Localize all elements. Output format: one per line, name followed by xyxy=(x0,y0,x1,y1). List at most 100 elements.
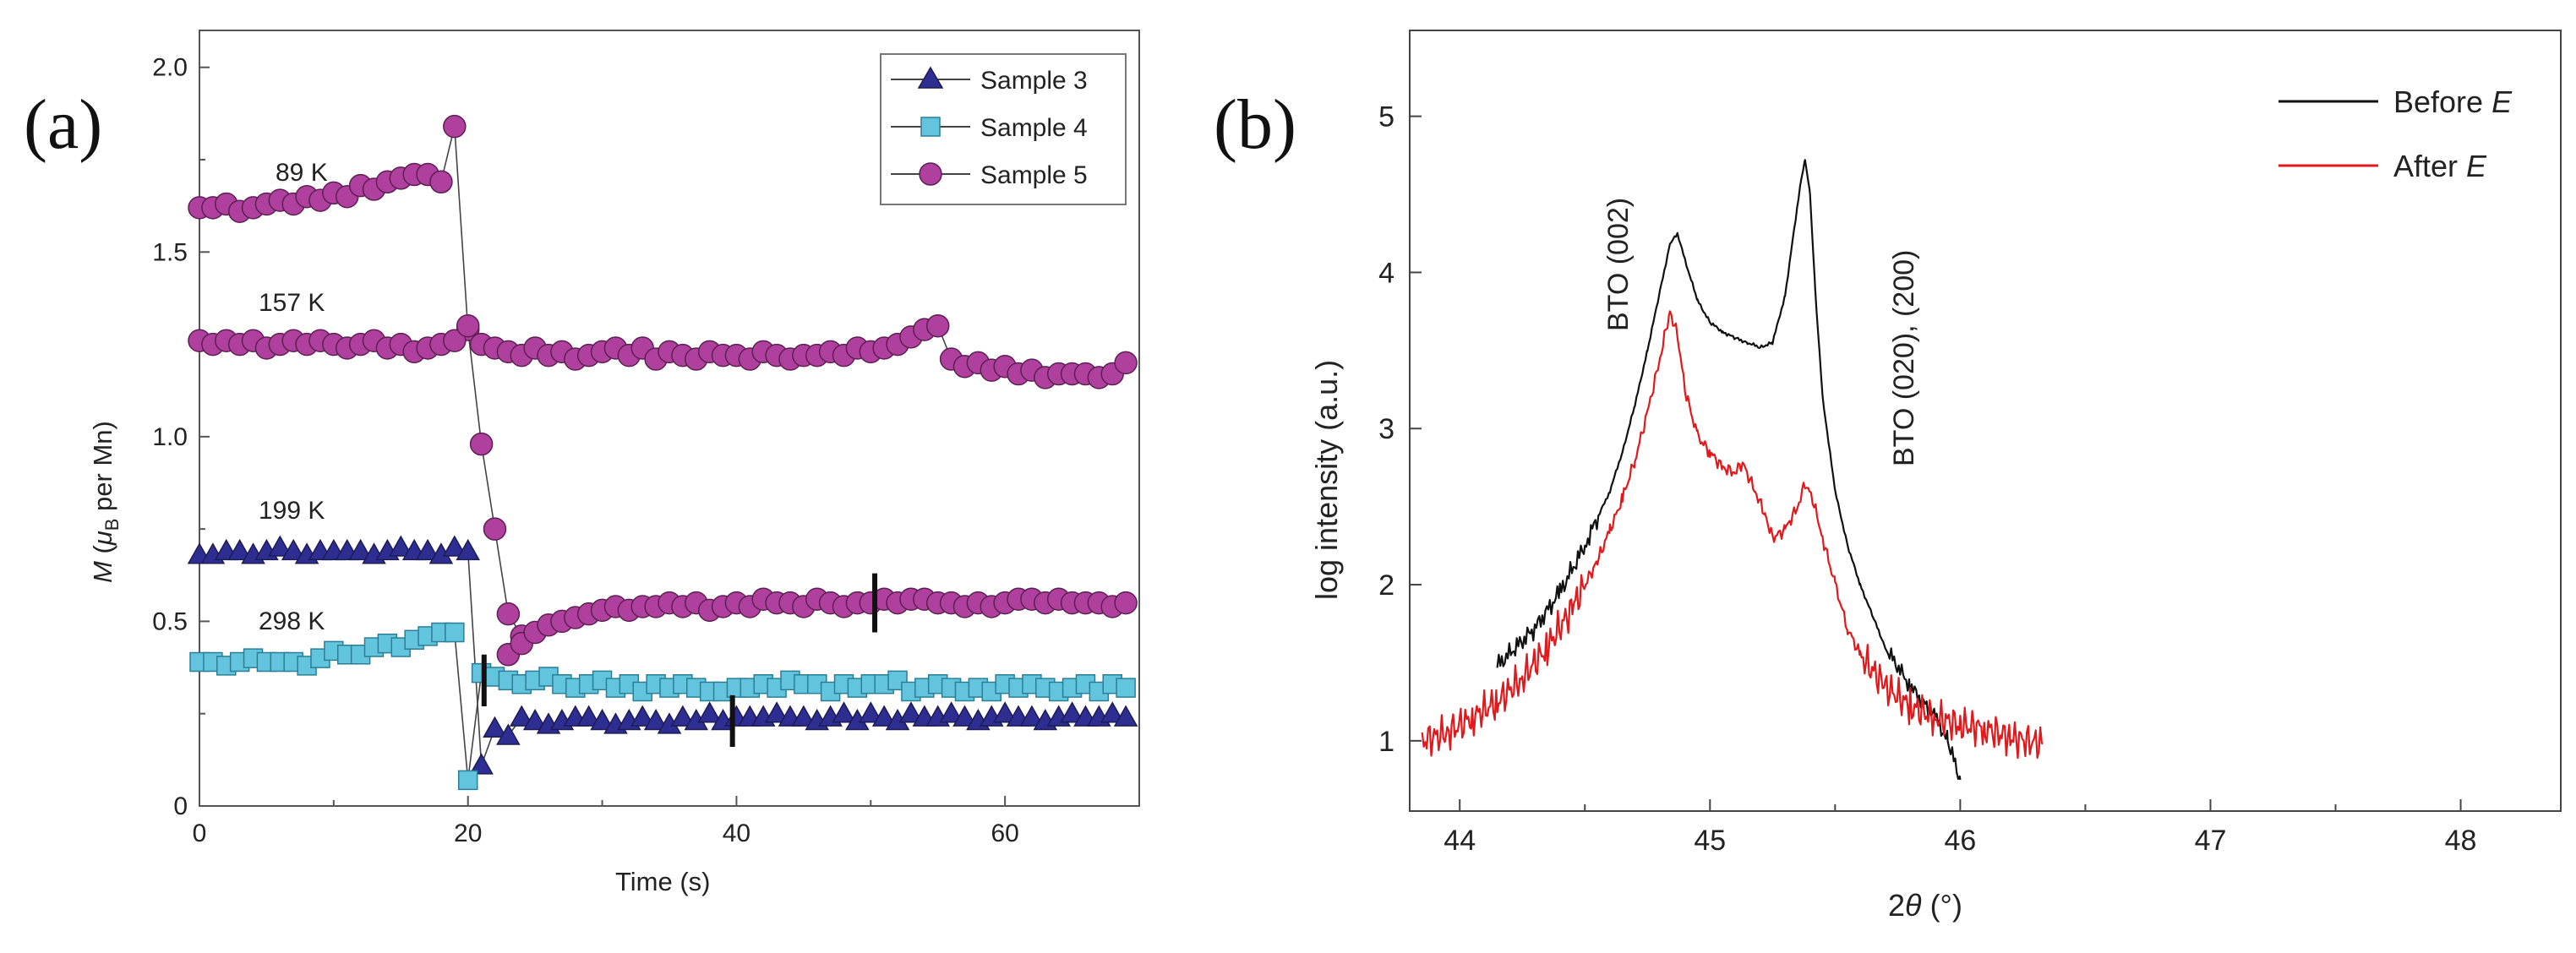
sample3-point xyxy=(670,705,696,727)
y-tick-label-a-4: 2.0 xyxy=(152,54,188,82)
sample3-point xyxy=(952,705,977,727)
panel-a-axes: 0 20 40 60 0 0.5 1.0 1.5 2.0 xyxy=(152,54,1019,847)
temp-label-298k: 298 K xyxy=(259,607,325,635)
sample5-point xyxy=(1114,591,1138,615)
legend-marker-sample4 xyxy=(920,117,941,137)
panel-b-traces xyxy=(1421,159,2044,781)
sample3-point xyxy=(643,708,669,731)
sample3-point xyxy=(496,723,521,745)
y-label-m: M xyxy=(88,561,117,583)
temp-label-157k: 157 K xyxy=(259,289,325,317)
legend-label-after: After E xyxy=(2393,149,2487,183)
sample3-point xyxy=(389,535,413,557)
y-tick-label-b-0: 1 xyxy=(1378,726,1394,758)
sample3-point xyxy=(483,716,507,738)
sample3-point xyxy=(764,701,789,723)
y-label-mu: μ xyxy=(88,531,117,546)
legend-marker-sample5 xyxy=(919,162,942,186)
sample5-point xyxy=(925,313,950,338)
panel-a-error-bars xyxy=(481,573,878,748)
sample5-point xyxy=(456,313,480,338)
y-tick-label-a-1: 0.5 xyxy=(152,607,188,635)
legend-label-sample3: Sample 3 xyxy=(980,67,1088,95)
panel-b-y-axis-label: log intensity (a.u.) xyxy=(1309,360,1344,600)
sample5-point xyxy=(429,170,453,193)
y-tick-label-b-4: 5 xyxy=(1378,101,1394,133)
sample3-point xyxy=(1060,701,1084,723)
sample3-point xyxy=(1019,705,1045,727)
x-tick-label-b-4: 48 xyxy=(2445,825,2477,857)
sample3-point xyxy=(832,701,856,723)
panel-a-y-axis-label: M (μB per Mn) xyxy=(88,421,123,583)
y-tick-label-a-3: 1.5 xyxy=(152,238,188,266)
sample5-point xyxy=(443,114,467,139)
temp-label-199k: 199 K xyxy=(259,497,325,525)
panel-b-plot-frame xyxy=(1409,30,2562,812)
y-tick-label-b-2: 3 xyxy=(1378,413,1394,445)
x-tick-label-b-0: 44 xyxy=(1444,825,1476,857)
sample3-point xyxy=(456,538,480,561)
sample3-point xyxy=(859,701,883,723)
x-label-two: 2 xyxy=(1888,888,1905,923)
legend-label-before: Before E xyxy=(2393,84,2513,119)
sample3-point xyxy=(791,705,816,727)
peak-label-bto-002: BTO (002) xyxy=(1602,198,1635,331)
legend-label-sample4: Sample 4 xyxy=(980,114,1088,142)
y-tick-label-a-2: 1.0 xyxy=(152,423,188,451)
legend-marker-sample3 xyxy=(917,66,944,89)
x-tick-label-b-2: 46 xyxy=(1944,825,1976,857)
x-tick-label-a-3: 60 xyxy=(991,820,1018,847)
panel-a-markers xyxy=(187,114,1138,791)
sample4-point xyxy=(457,770,478,791)
peak-label-bto-020-200: BTO (020), (200) xyxy=(1888,250,1920,466)
legend-after-text: After xyxy=(2393,149,2466,183)
sample3-point xyxy=(522,708,548,731)
sample3-point xyxy=(576,705,601,727)
y-label-sub-b: B xyxy=(101,519,123,531)
sample3-point xyxy=(630,705,655,727)
legend-after-e: E xyxy=(2466,149,2487,183)
sample3-point xyxy=(442,535,467,557)
panel-a-x-axis-label: Time (s) xyxy=(615,867,711,896)
sample3-point xyxy=(281,538,306,561)
y-tick-label-b-1: 2 xyxy=(1378,569,1394,602)
sample3-point xyxy=(268,535,292,557)
legend-label-sample5: Sample 5 xyxy=(980,161,1088,189)
x-label-unit: (°) xyxy=(1922,888,1962,923)
sample5-point xyxy=(496,602,521,626)
sample5-point xyxy=(483,517,507,541)
sample3-point xyxy=(469,753,494,775)
sample5-point xyxy=(443,329,467,352)
y-tick-label-b-3: 4 xyxy=(1378,257,1394,289)
panel-a-plot-frame xyxy=(199,30,1140,807)
sample5-point xyxy=(1114,351,1138,375)
x-tick-label-a-1: 20 xyxy=(454,820,482,847)
after-e-trace xyxy=(1421,310,2044,760)
sample3-point xyxy=(1113,705,1138,727)
panel-b-x-axis-label: 2θ (°) xyxy=(1888,888,1962,923)
y-label-rest: per Mn) xyxy=(88,421,117,518)
temp-label-89k: 89 K xyxy=(276,159,328,187)
panel-b-label: (b) xyxy=(1214,85,1296,164)
sample3-point xyxy=(509,705,534,727)
x-tick-label-b-1: 45 xyxy=(1694,825,1726,857)
y-label-open: ( xyxy=(88,545,117,562)
before-e-trace xyxy=(1496,159,1962,781)
x-tick-label-a-2: 40 xyxy=(723,820,750,847)
sample3-point xyxy=(415,538,440,561)
sample3-point xyxy=(348,538,373,561)
sample3-point xyxy=(227,538,252,561)
sample3-point xyxy=(992,701,1018,723)
sample4-point xyxy=(1116,678,1136,698)
x-tick-label-b-3: 47 xyxy=(2195,825,2227,857)
sample5-point xyxy=(469,432,494,456)
x-tick-label-a-0: 0 xyxy=(193,820,207,847)
sample3-point xyxy=(939,701,963,723)
legend-before-e: E xyxy=(2491,84,2513,119)
sample3-point xyxy=(697,701,722,723)
sample3-point xyxy=(590,708,614,731)
x-label-theta: θ xyxy=(1905,888,1922,923)
sample4-point xyxy=(445,622,465,643)
